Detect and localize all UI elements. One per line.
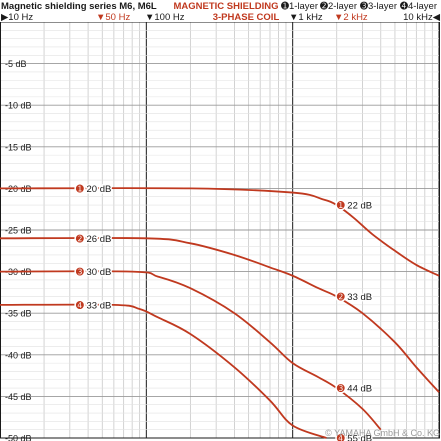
curve-2-layer xyxy=(0,237,440,393)
freq-mark-10khz: 10 kHz◀ xyxy=(403,12,441,23)
y-axis-labels: -5 dB-10 dB-15 dB-20 dB-25 dB-30 dB-35 d… xyxy=(5,59,32,441)
curve-value-label-4-layer: ➍ 33 dB xyxy=(76,300,111,311)
y-tick-label: -45 dB xyxy=(5,392,32,402)
y-tick-label: -40 dB xyxy=(5,350,32,360)
legend-item-3-layer: ➌3-layer xyxy=(360,1,397,12)
subtitle-line-1: MAGNETIC SHIELDING xyxy=(173,1,278,12)
y-tick-label: -15 dB xyxy=(5,142,32,152)
legend-item-2-layer: ➋2-layer xyxy=(320,1,357,12)
freq-mark-100hz: ▼100 Hz xyxy=(145,12,185,23)
curve-4-layer xyxy=(0,303,327,439)
freq-mark-1khz: ▼1 kHz xyxy=(289,12,323,23)
curve-value-label-4-layer: ➍ 55 dB xyxy=(337,434,372,441)
curve-value-label-3-layer: ➌ 30 dB xyxy=(76,267,111,278)
curve-value-label-1-layer: ➊ 22 dB xyxy=(337,201,372,212)
y-tick-label: -10 dB xyxy=(5,101,32,111)
chart-title: Magnetic shielding series M6, M6L xyxy=(1,1,157,12)
curve-1-layer xyxy=(0,187,440,277)
curve-value-label-3-layer: ➌ 44 dB xyxy=(337,384,372,395)
curve-labels: ➊ 20 dB ➊ 22 dB ➋ 26 dB ➋ 33 dB ➌ 30 dB ➌ 44 … xyxy=(74,182,373,441)
curve-value-label-2-layer: ➋ 26 dB xyxy=(76,234,111,245)
subtitle-line-2: 3-PHASE COIL xyxy=(213,12,280,23)
chart-curves xyxy=(0,187,440,439)
y-tick-label: -35 dB xyxy=(5,309,32,319)
y-tick-label: -50 dB xyxy=(5,434,32,441)
curve-value-label-2-layer: ➋ 33 dB xyxy=(337,292,372,303)
legend-item-4-layer: ➍4-layer xyxy=(400,1,437,12)
legend-item-1-layer: ➊1-layer xyxy=(281,1,318,12)
copyright-text: © YAMAHA GmbH & Co. KG xyxy=(325,428,440,438)
curve-value-label-1-layer: ➊ 20 dB xyxy=(76,184,111,195)
freq-mark-10hz: ▶10 Hz xyxy=(1,12,33,23)
chart-grid xyxy=(0,21,440,439)
y-tick-label: -25 dB xyxy=(5,226,32,236)
freq-mark-50hz: ▼50 Hz xyxy=(96,12,130,23)
header-background xyxy=(0,0,441,22)
freq-mark-2khz: ▼2 kHz xyxy=(334,12,368,23)
y-tick-label: -5 dB xyxy=(5,59,27,69)
curve-3-layer xyxy=(0,270,382,431)
